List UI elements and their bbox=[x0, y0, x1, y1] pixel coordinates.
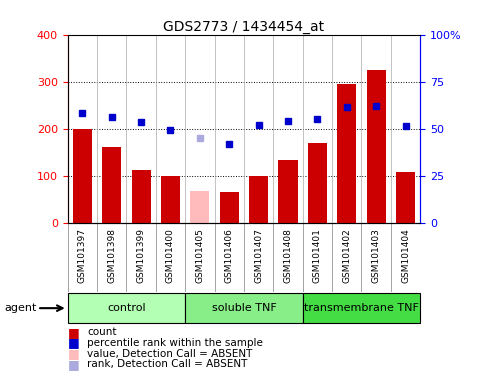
Text: GSM101405: GSM101405 bbox=[195, 228, 204, 283]
Text: GSM101401: GSM101401 bbox=[313, 228, 322, 283]
FancyBboxPatch shape bbox=[68, 293, 185, 323]
Bar bbox=[190, 191, 210, 223]
Text: GSM101406: GSM101406 bbox=[225, 228, 234, 283]
Bar bbox=[73, 129, 92, 223]
Text: count: count bbox=[87, 327, 116, 337]
Bar bbox=[161, 176, 180, 223]
Bar bbox=[278, 160, 298, 223]
Text: value, Detection Call = ABSENT: value, Detection Call = ABSENT bbox=[87, 349, 252, 359]
Text: GSM101398: GSM101398 bbox=[107, 228, 116, 283]
Text: control: control bbox=[107, 303, 146, 313]
Text: rank, Detection Call = ABSENT: rank, Detection Call = ABSENT bbox=[87, 359, 247, 369]
Text: GSM101402: GSM101402 bbox=[342, 228, 351, 283]
Title: GDS2773 / 1434454_at: GDS2773 / 1434454_at bbox=[163, 20, 325, 33]
Text: GSM101407: GSM101407 bbox=[254, 228, 263, 283]
Text: ■: ■ bbox=[68, 326, 79, 339]
Text: GSM101399: GSM101399 bbox=[137, 228, 145, 283]
Text: soluble TNF: soluble TNF bbox=[212, 303, 276, 313]
Text: GSM101400: GSM101400 bbox=[166, 228, 175, 283]
Text: ■: ■ bbox=[68, 347, 79, 360]
Text: transmembrane TNF: transmembrane TNF bbox=[304, 303, 419, 313]
Text: GSM101403: GSM101403 bbox=[371, 228, 381, 283]
Bar bbox=[220, 192, 239, 223]
Text: ■: ■ bbox=[68, 336, 79, 349]
Bar bbox=[249, 176, 268, 223]
Bar bbox=[396, 172, 415, 223]
FancyBboxPatch shape bbox=[185, 293, 303, 323]
Text: percentile rank within the sample: percentile rank within the sample bbox=[87, 338, 263, 348]
Text: GSM101404: GSM101404 bbox=[401, 228, 410, 283]
FancyBboxPatch shape bbox=[303, 293, 420, 323]
Bar bbox=[102, 147, 121, 223]
Bar bbox=[131, 170, 151, 223]
Bar bbox=[337, 84, 356, 223]
Text: GSM101397: GSM101397 bbox=[78, 228, 87, 283]
Bar bbox=[367, 70, 386, 223]
Text: ■: ■ bbox=[68, 358, 79, 371]
Text: agent: agent bbox=[5, 303, 37, 313]
Bar bbox=[308, 143, 327, 223]
Text: GSM101408: GSM101408 bbox=[284, 228, 293, 283]
